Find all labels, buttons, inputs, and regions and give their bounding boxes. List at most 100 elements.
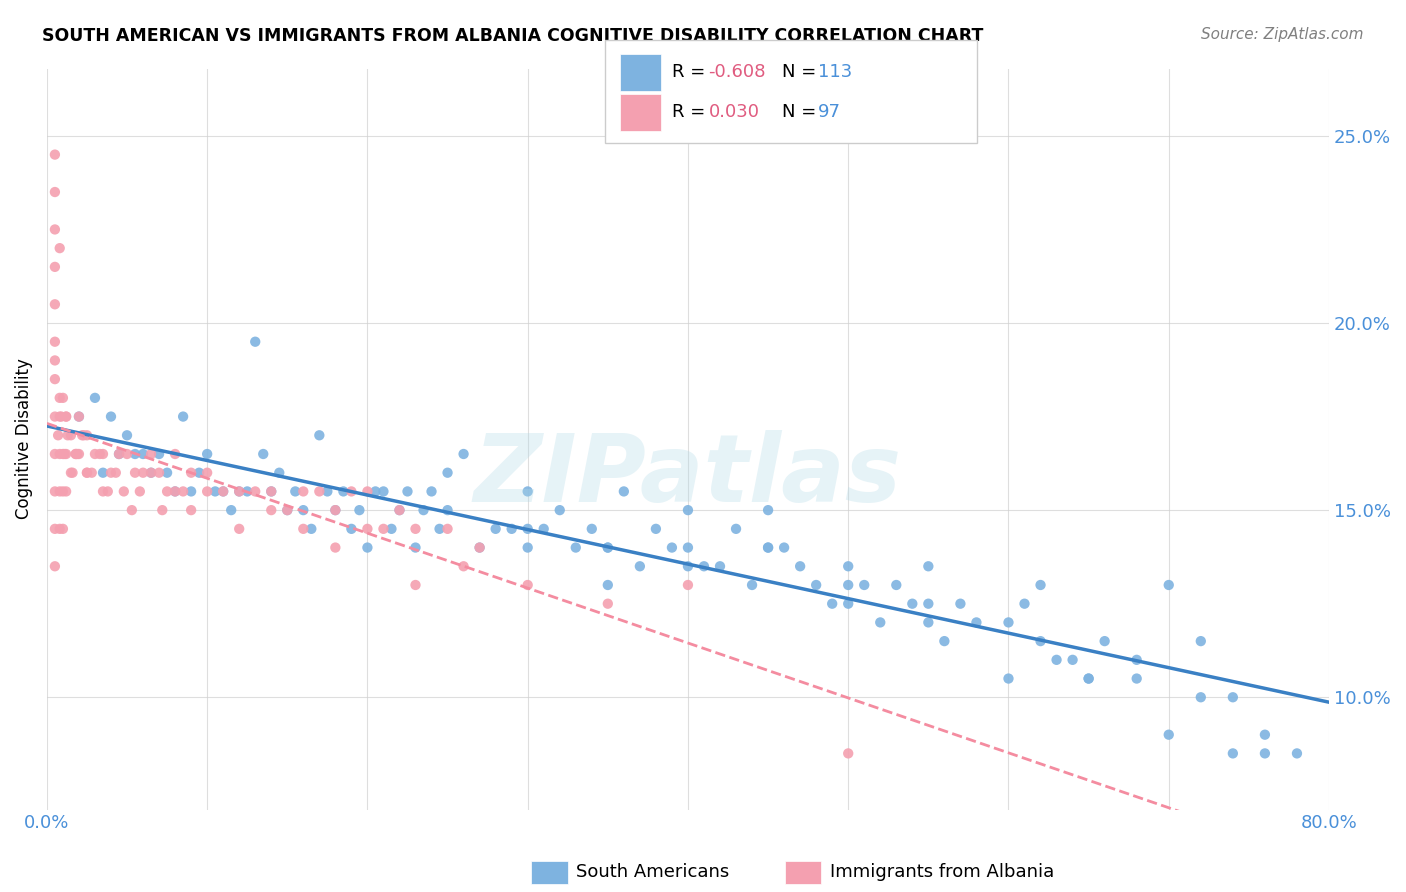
Point [260,484,283,499]
Point [325,541,347,555]
Point [741,578,763,592]
Point [44,447,66,461]
Point [124,466,146,480]
Point [349,503,371,517]
Point [756,541,779,555]
Point [84,447,107,461]
Point [165,484,187,499]
Point [156,466,179,480]
Point [228,484,250,499]
Point [292,522,315,536]
Point [52,484,75,499]
Text: 0.030: 0.030 [709,103,759,121]
Point [516,484,538,499]
Point [380,522,402,536]
Point [548,503,571,517]
Point [66,447,89,461]
Point [581,522,603,536]
Point [884,578,907,592]
Point [853,578,876,592]
Point [48,409,70,424]
Point [212,484,235,499]
Point [52,522,75,536]
Point [516,578,538,592]
Point [501,522,523,536]
Point [48,484,70,499]
Point [396,484,419,499]
Point [316,484,339,499]
Point [48,447,70,461]
Point [693,559,716,574]
Point [180,484,202,499]
Point [373,522,395,536]
Point [308,428,330,442]
Point [260,503,283,517]
Point [59,466,82,480]
Point [1254,747,1277,761]
Point [1045,653,1067,667]
Point [100,409,122,424]
Point [485,522,508,536]
Point [276,503,298,517]
Point [1077,672,1099,686]
Point [188,466,211,480]
Point [44,222,66,236]
Point [245,334,267,349]
Point [84,391,107,405]
Point [172,484,194,499]
Point [1285,747,1308,761]
Point [115,447,138,461]
Point [596,541,619,555]
Point [148,447,170,461]
Point [1062,653,1084,667]
Point [596,597,619,611]
Text: South Americans: South Americans [576,863,730,881]
Point [420,484,443,499]
Point [468,541,491,555]
Text: R =: R = [672,63,711,81]
Point [917,597,939,611]
Point [533,522,555,536]
Point [44,372,66,386]
Point [48,522,70,536]
Point [436,522,458,536]
Point [44,409,66,424]
Point [132,466,155,480]
Point [364,484,387,499]
Text: Source: ZipAtlas.com: Source: ZipAtlas.com [1201,27,1364,42]
Point [204,484,226,499]
Point [132,447,155,461]
Point [195,484,218,499]
Point [869,615,891,630]
Text: 113: 113 [818,63,852,81]
Point [292,484,315,499]
Point [76,466,98,480]
Point [388,503,411,517]
Point [1222,690,1244,705]
Point [236,484,259,499]
Point [91,484,114,499]
Point [356,522,378,536]
Point [156,484,179,499]
Point [76,466,98,480]
Text: 97: 97 [818,103,841,121]
Text: -0.608: -0.608 [709,63,766,81]
Point [80,466,103,480]
Point [308,484,330,499]
Point [837,597,859,611]
Point [292,503,315,517]
Point [997,672,1019,686]
Point [325,503,347,517]
Point [756,541,779,555]
Point [52,447,75,461]
Point [139,466,162,480]
Point [56,428,79,442]
Point [148,466,170,480]
Point [1222,747,1244,761]
Point [1189,634,1212,648]
Point [436,503,458,517]
Text: N =: N = [782,63,821,81]
Point [104,466,127,480]
Point [756,503,779,517]
Point [1077,672,1099,686]
